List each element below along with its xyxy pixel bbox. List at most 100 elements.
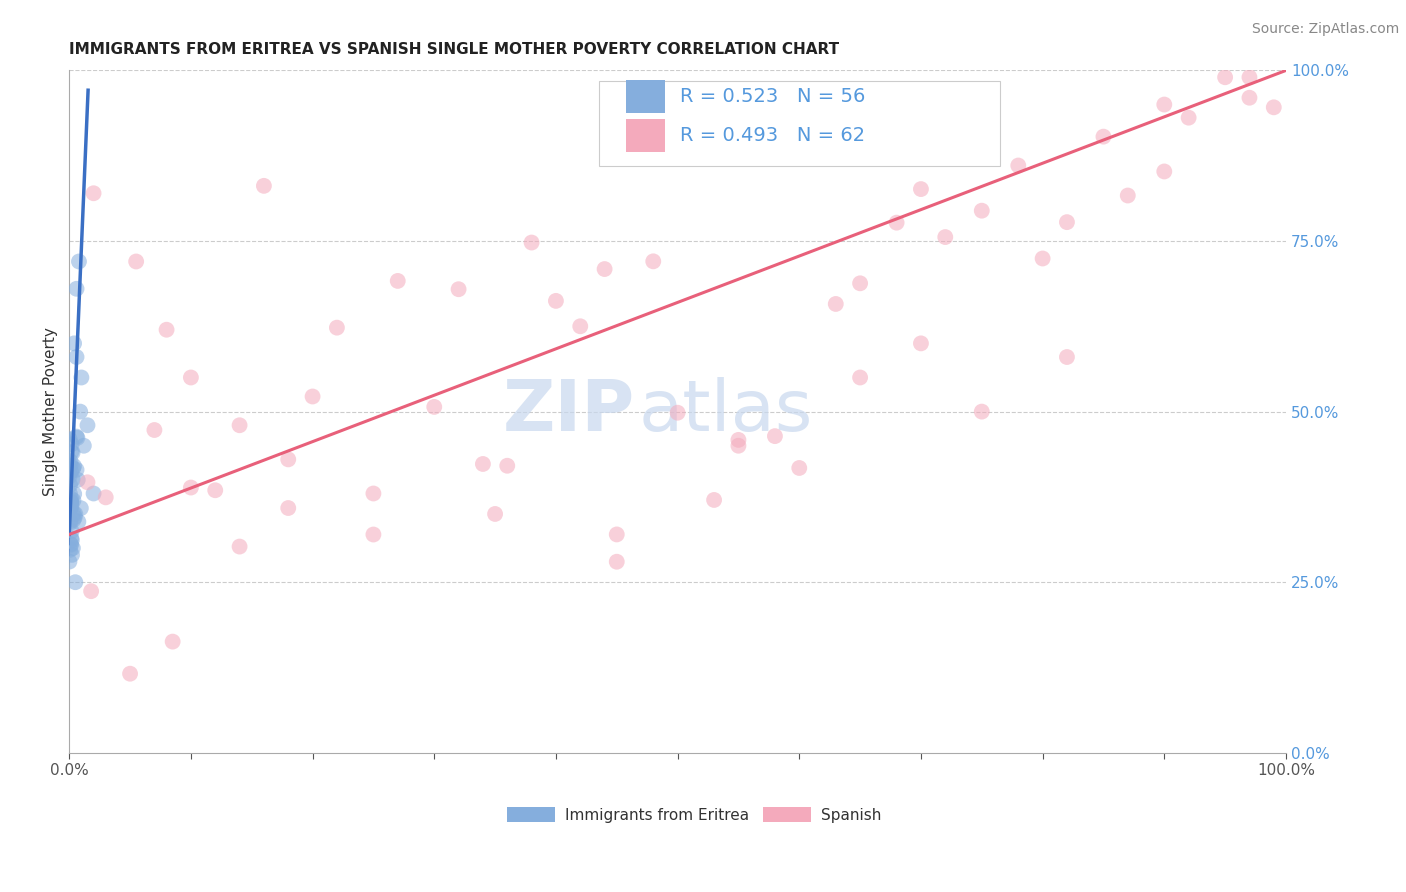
Point bbox=[60, 465, 83, 479]
Point bbox=[62, 473, 84, 487]
Point bbox=[59, 487, 82, 501]
Point bbox=[180, 370, 202, 384]
Point bbox=[1032, 252, 1054, 266]
Point bbox=[484, 507, 506, 521]
Point bbox=[67, 515, 90, 529]
Point bbox=[643, 254, 665, 268]
Point bbox=[970, 203, 993, 218]
Point bbox=[180, 481, 202, 495]
Point bbox=[60, 494, 83, 508]
Point bbox=[60, 524, 83, 539]
Point bbox=[59, 537, 82, 551]
Point bbox=[162, 634, 184, 648]
Point bbox=[58, 555, 80, 569]
Point bbox=[60, 491, 83, 506]
Point bbox=[80, 584, 103, 599]
Point bbox=[228, 540, 250, 554]
Point bbox=[970, 404, 993, 418]
Point bbox=[65, 350, 87, 364]
Point bbox=[593, 262, 616, 277]
Point bbox=[155, 323, 177, 337]
FancyBboxPatch shape bbox=[627, 119, 665, 152]
Point bbox=[60, 538, 83, 552]
Point bbox=[326, 320, 349, 334]
Point bbox=[520, 235, 543, 250]
Point bbox=[60, 532, 83, 546]
Point bbox=[544, 293, 567, 308]
Point bbox=[824, 297, 846, 311]
Point bbox=[569, 319, 592, 334]
FancyBboxPatch shape bbox=[508, 807, 555, 822]
Point bbox=[277, 452, 299, 467]
Point bbox=[65, 575, 87, 590]
Point bbox=[1153, 164, 1175, 178]
Point bbox=[83, 186, 105, 201]
Point bbox=[59, 500, 82, 515]
Point bbox=[59, 495, 82, 509]
Point bbox=[60, 437, 83, 451]
Point bbox=[910, 336, 932, 351]
Point bbox=[59, 516, 82, 530]
Point bbox=[910, 182, 932, 196]
Point bbox=[63, 510, 86, 524]
Point bbox=[1153, 97, 1175, 112]
Point bbox=[423, 400, 446, 414]
Point bbox=[62, 541, 84, 555]
Point bbox=[63, 507, 86, 521]
Point bbox=[253, 178, 276, 193]
Point bbox=[59, 478, 82, 492]
Point bbox=[62, 493, 84, 508]
Point bbox=[65, 463, 87, 477]
Point bbox=[60, 497, 83, 511]
Point bbox=[65, 429, 87, 443]
FancyBboxPatch shape bbox=[599, 80, 1000, 166]
Point bbox=[727, 433, 749, 447]
Point bbox=[63, 487, 86, 501]
Point bbox=[204, 483, 226, 498]
Point bbox=[763, 429, 786, 443]
Point bbox=[606, 527, 628, 541]
Point bbox=[60, 444, 83, 458]
Point bbox=[59, 542, 82, 557]
Point bbox=[73, 439, 96, 453]
Point bbox=[120, 666, 142, 681]
Text: ZIP: ZIP bbox=[503, 377, 636, 446]
Point bbox=[143, 423, 166, 437]
Point bbox=[59, 500, 82, 515]
Point bbox=[59, 500, 82, 514]
Point bbox=[69, 501, 91, 516]
Point bbox=[849, 277, 872, 291]
Point bbox=[60, 533, 83, 548]
Point bbox=[787, 461, 810, 475]
Point bbox=[1239, 91, 1261, 105]
Point bbox=[62, 513, 84, 527]
Point bbox=[69, 404, 91, 418]
Point bbox=[727, 439, 749, 453]
Point bbox=[76, 418, 98, 433]
Point bbox=[886, 216, 908, 230]
Point bbox=[67, 254, 90, 268]
Point bbox=[63, 336, 86, 351]
Point bbox=[58, 469, 80, 483]
Point bbox=[62, 445, 84, 459]
Point bbox=[606, 555, 628, 569]
Point bbox=[94, 491, 117, 505]
Point bbox=[666, 406, 689, 420]
Point bbox=[58, 466, 80, 480]
Text: R = 0.493   N = 62: R = 0.493 N = 62 bbox=[681, 126, 865, 145]
Text: atlas: atlas bbox=[638, 377, 813, 446]
Text: R = 0.523   N = 56: R = 0.523 N = 56 bbox=[681, 87, 866, 106]
Point bbox=[1056, 215, 1078, 229]
Point bbox=[387, 274, 409, 288]
Point bbox=[58, 458, 80, 473]
Point bbox=[63, 459, 86, 474]
FancyBboxPatch shape bbox=[627, 80, 665, 112]
Point bbox=[59, 432, 82, 446]
Point bbox=[65, 282, 87, 296]
Point bbox=[62, 461, 84, 475]
Point bbox=[83, 486, 105, 500]
Point bbox=[1007, 159, 1029, 173]
Point bbox=[1177, 111, 1199, 125]
Point bbox=[849, 370, 872, 384]
Point bbox=[60, 548, 83, 562]
